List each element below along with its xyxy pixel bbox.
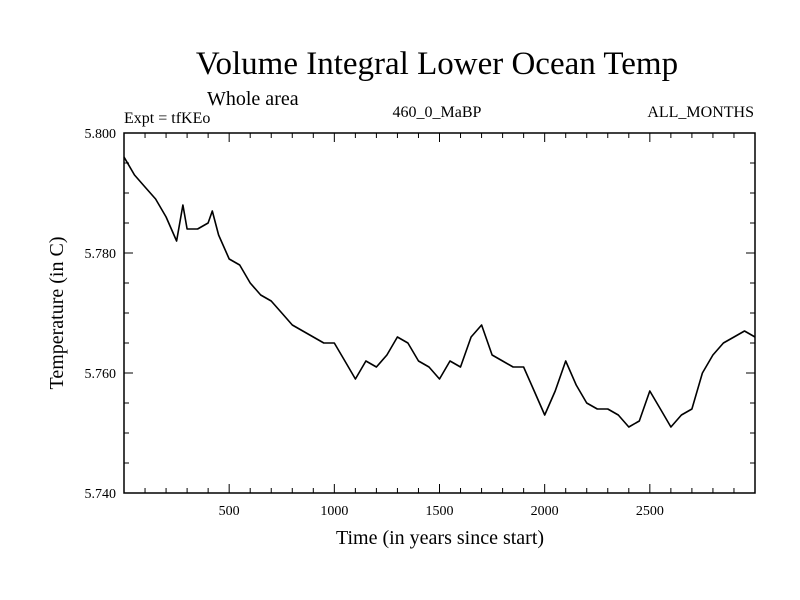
y-axis-label: Temperature (in C) — [46, 237, 68, 390]
y-tick-label: 5.740 — [85, 487, 117, 502]
x-tick-label: 500 — [219, 504, 240, 519]
y-tick-label: 5.760 — [85, 367, 117, 382]
x-tick-label: 1000 — [320, 504, 348, 519]
plot-area: 500 1000 1500 2000 2500 5.740 5.760 5.780 5.800 — [85, 127, 756, 519]
period-label: 460_0_MaBP — [392, 104, 482, 121]
y-tick-label: 5.800 — [85, 127, 117, 142]
plot-frame — [123, 132, 756, 494]
months-label: ALL_MONTHS — [647, 104, 754, 121]
y-tick-label: 5.780 — [85, 247, 117, 262]
x-tick-label: 2500 — [636, 504, 664, 519]
chart-title: Volume Integral Lower Ocean Temp — [195, 46, 679, 82]
x-axis-label: Time (in years since start) — [336, 527, 544, 549]
series-line — [123, 156, 756, 428]
experiment-label: Expt = tfKEo — [124, 110, 211, 127]
chart-subtitle: Whole area — [207, 88, 299, 110]
x-tick-label: 2000 — [531, 504, 559, 519]
x-tick-label: 1500 — [426, 504, 454, 519]
